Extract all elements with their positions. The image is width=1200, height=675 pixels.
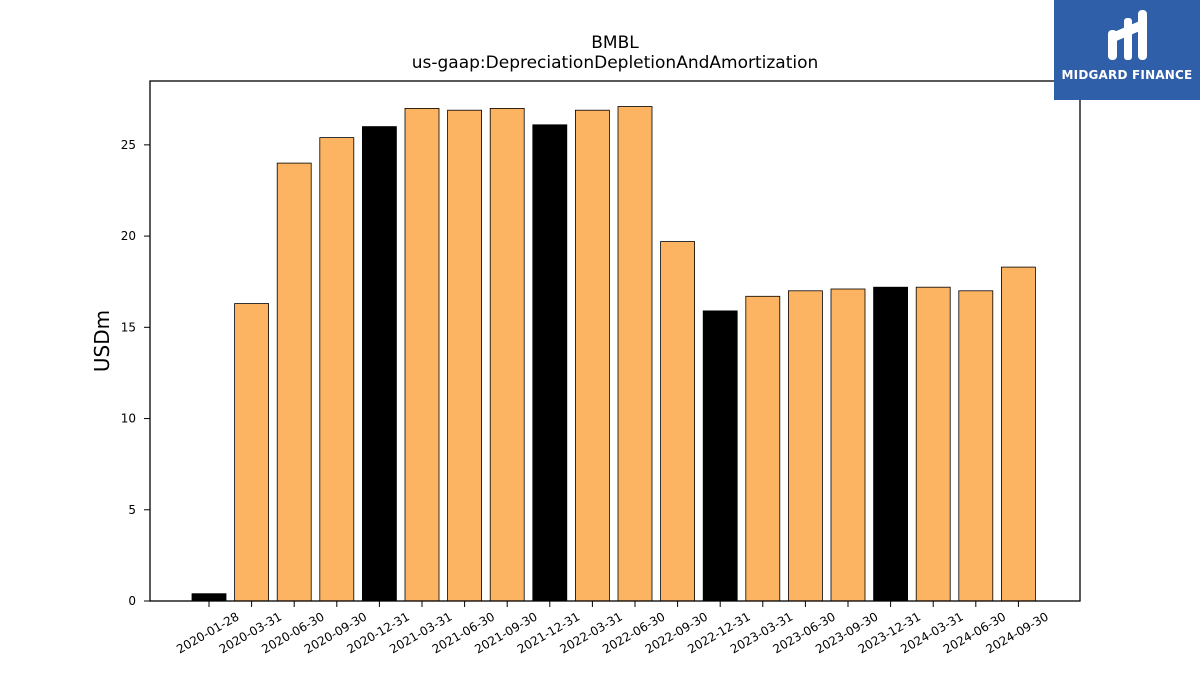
y-axis-label: USDm [90,310,114,372]
bar-2024-03-31 [915,286,951,602]
y-tick-label: 15 [121,320,136,334]
x-axis: 2020-01-282020-03-312020-06-302020-09-30… [174,601,1051,656]
bar-2023-06-30 [788,290,823,602]
y-tick-label: 20 [121,229,136,243]
plot-frame [149,80,1081,602]
bar-2020-09-30 [319,137,355,602]
bar-2021-06-30 [447,109,483,602]
bar-2021-09-30 [489,108,525,602]
bar-2022-03-31 [575,109,610,602]
bar-2020-03-31 [234,303,270,602]
chart-subtitle: us-gaap:DepreciationDepletionAndAmortiza… [412,53,819,73]
bar-2024-09-30 [1001,266,1036,602]
bars-group [191,106,1036,602]
midgard-finance-logo: MIDGARD FINANCE [1054,0,1200,100]
chart-title: BMBL [591,33,639,53]
bar-2023-12-31 [873,286,908,602]
bar-2020-12-31 [361,126,397,602]
y-tick-label: 5 [128,503,136,517]
bar-2023-03-31 [745,295,781,602]
y-tick-label: 25 [121,138,136,152]
bar-2024-06-30 [958,290,994,602]
midgard-monogram-icon [1108,10,1147,60]
bar-2020-06-30 [276,162,312,602]
logo-text: MIDGARD FINANCE [1061,68,1193,82]
bar-2022-12-31 [702,310,738,602]
y-tick-label: 10 [121,412,136,426]
bar-2023-09-30 [830,288,866,602]
bar-2021-12-31 [532,124,568,602]
y-tick-label: 0 [128,594,136,608]
y-axis: 0 5 10 15 20 25 [121,138,150,608]
bar-2020-01-28 [191,593,227,602]
bar-2022-09-30 [660,241,695,602]
bar-2022-06-30 [617,106,653,602]
bar-2021-03-31 [404,108,440,602]
